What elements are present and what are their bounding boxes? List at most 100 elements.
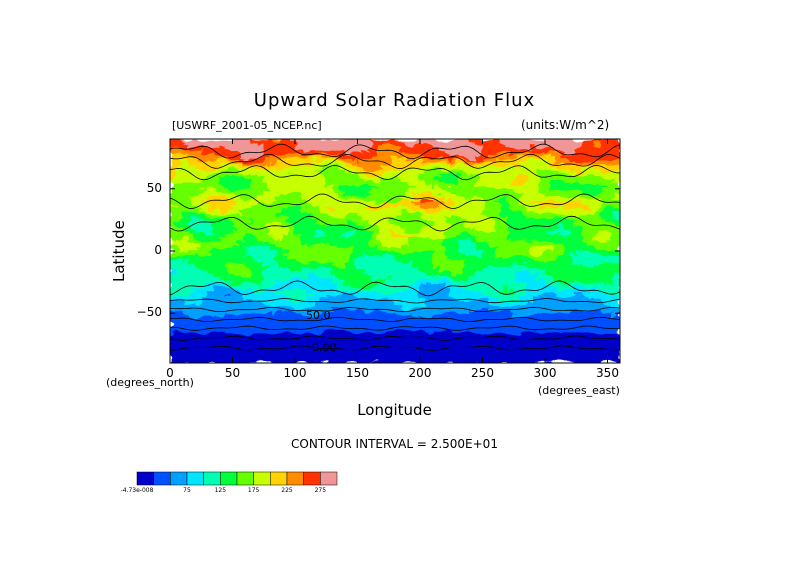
field-cell <box>363 156 371 160</box>
field-cell <box>382 181 390 185</box>
field-cell <box>550 283 558 287</box>
field-cell <box>457 223 465 227</box>
field-cell <box>588 278 596 282</box>
field-cell <box>313 143 321 147</box>
field-cell <box>182 310 190 314</box>
field-cell <box>525 153 533 157</box>
field-cell <box>194 250 202 254</box>
field-cell <box>532 288 540 292</box>
field-cell <box>500 178 508 182</box>
field-cell <box>388 171 396 175</box>
field-cell <box>588 161 596 165</box>
field-cell <box>325 173 333 177</box>
field-cell <box>319 198 327 202</box>
field-cell <box>544 215 552 219</box>
field-cell <box>538 305 546 309</box>
field-cell <box>482 148 490 152</box>
field-cell <box>588 183 596 187</box>
field-cell <box>382 203 390 207</box>
field-cell <box>588 171 596 175</box>
field-cell <box>325 158 333 162</box>
field-cell <box>207 218 215 222</box>
field-cell <box>550 253 558 257</box>
field-cell <box>450 238 458 242</box>
field-cell <box>207 293 215 297</box>
field-cell <box>613 285 620 289</box>
field-cell <box>282 139 290 142</box>
field-cell <box>225 203 233 207</box>
field-cell <box>369 225 377 229</box>
field-cell <box>244 228 252 232</box>
field-cell <box>350 198 358 202</box>
field-cell <box>425 225 433 229</box>
field-cell <box>419 302 427 307</box>
field-cell <box>425 200 433 205</box>
field-cell <box>507 148 515 152</box>
field-cell <box>563 178 571 182</box>
field-cell <box>357 168 365 172</box>
field-cell <box>269 188 277 192</box>
field-cell <box>538 166 546 170</box>
field-cell <box>175 240 183 244</box>
field-cell <box>300 156 308 160</box>
field-cell <box>557 275 565 279</box>
field-cell <box>613 258 620 262</box>
field-cell <box>594 228 602 232</box>
field-cell <box>388 195 396 200</box>
field-cell <box>450 190 458 195</box>
field-cell <box>388 273 396 277</box>
field-cell <box>425 220 433 224</box>
field-cell <box>525 185 533 190</box>
field-cell <box>463 235 471 239</box>
field-cell <box>450 141 458 145</box>
field-cell <box>419 273 427 277</box>
field-cell <box>488 163 496 167</box>
field-cell <box>219 151 227 155</box>
field-cell <box>582 285 590 289</box>
field-cell <box>613 225 620 229</box>
field-cell <box>613 223 620 227</box>
field-cell <box>557 243 565 247</box>
field-cell <box>557 190 565 195</box>
field-cell <box>600 225 608 229</box>
field-cell <box>494 275 502 279</box>
field-cell <box>288 215 296 219</box>
field-cell <box>538 188 546 192</box>
field-cell <box>375 218 383 222</box>
field-cell <box>319 288 327 292</box>
field-cell <box>450 225 458 229</box>
field-cell <box>338 190 346 195</box>
field-cell <box>494 195 502 200</box>
field-cell <box>363 245 371 249</box>
field-cell <box>513 148 521 152</box>
field-cell <box>425 139 433 142</box>
field-cell <box>188 225 196 229</box>
field-cell <box>394 225 402 229</box>
field-cell <box>494 139 502 142</box>
field-cell <box>494 178 502 182</box>
field-cell <box>200 258 208 262</box>
field-cell <box>550 250 558 254</box>
field-cell <box>538 225 546 229</box>
field-cell <box>194 166 202 170</box>
field-cell <box>507 153 515 157</box>
field-cell <box>488 161 496 165</box>
field-cell <box>307 240 315 244</box>
field-cell <box>313 183 321 187</box>
field-cell <box>500 240 508 244</box>
field-cell <box>188 208 196 212</box>
field-cell <box>313 178 321 182</box>
field-cell <box>538 245 546 249</box>
field-cell <box>488 220 496 224</box>
field-cell <box>363 168 371 172</box>
field-cell <box>375 161 383 165</box>
field-cell <box>238 153 246 157</box>
field-cell <box>263 310 271 314</box>
field-cell <box>232 275 240 279</box>
field-cell <box>369 188 377 192</box>
field-cell <box>463 293 471 297</box>
field-cell <box>607 195 615 200</box>
field-cell <box>469 253 477 257</box>
field-cell <box>582 185 590 190</box>
field-cell <box>482 260 490 264</box>
